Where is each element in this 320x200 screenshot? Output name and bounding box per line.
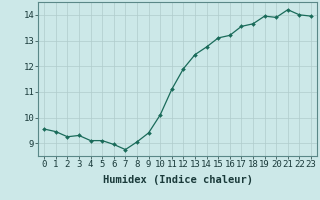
X-axis label: Humidex (Indice chaleur): Humidex (Indice chaleur) [103,175,252,185]
